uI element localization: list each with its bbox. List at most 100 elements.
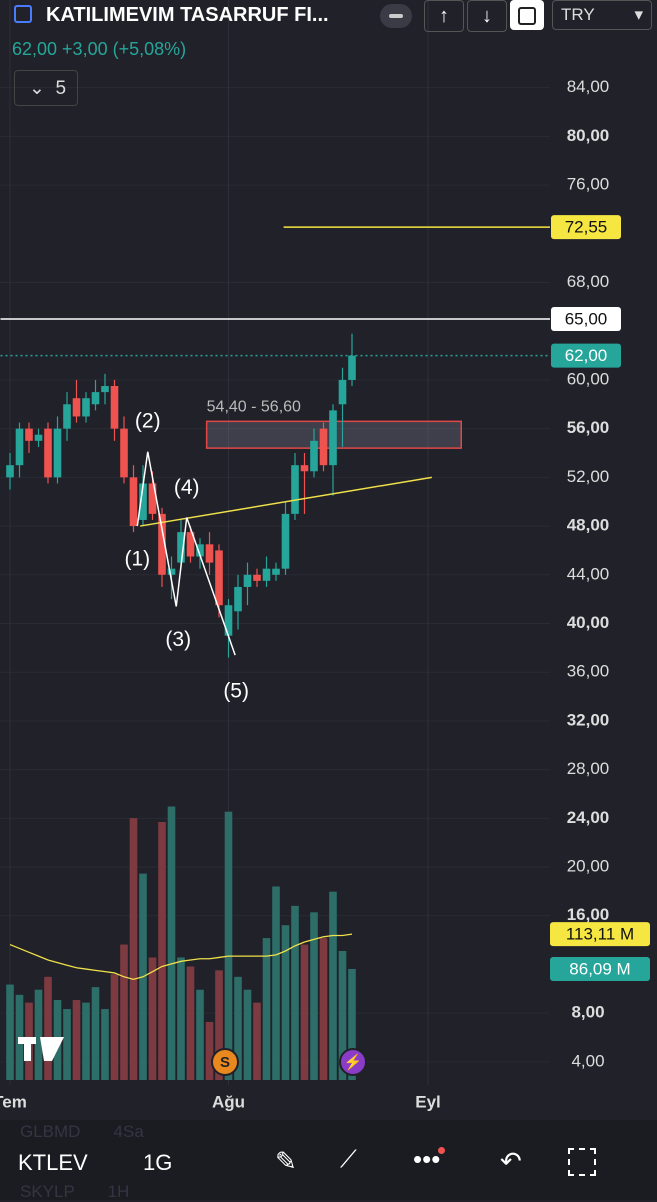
indicator-toggle[interactable]: ⌄ 5 [14, 70, 78, 106]
notification-dot [438, 1147, 445, 1154]
price-label: 65,00 [565, 310, 608, 329]
y-tick-label: 48,00 [567, 516, 610, 535]
candle-body [148, 483, 157, 514]
candle-body [215, 550, 223, 606]
up-button[interactable]: ↑ [424, 0, 464, 32]
volume-bar [158, 822, 166, 1080]
x-tick-label: Tem [0, 1092, 27, 1111]
volume-label: 86,09 M [569, 959, 630, 978]
y-tick-label: 76,00 [567, 175, 610, 194]
y-tick-label: 52,00 [567, 467, 610, 486]
currency-select[interactable]: TRY ▾ [552, 0, 652, 30]
volume-bar [129, 818, 138, 1080]
ghost-interval: 1H [107, 1182, 130, 1201]
y-tick-label: 32,00 [567, 710, 610, 729]
candle-body [158, 513, 166, 575]
y-tick-label: 84,00 [567, 77, 610, 96]
y-tick-label: 80,00 [567, 126, 610, 145]
draw-icon[interactable]: ✎ [275, 1146, 297, 1176]
fullscreen-icon[interactable] [568, 1148, 596, 1176]
volume-bar [82, 1002, 90, 1080]
dividend-badge [211, 1048, 239, 1076]
y-tick-label: 60,00 [567, 369, 610, 388]
ghost-symbol: SKYLP [20, 1182, 75, 1201]
volume-bar [101, 1009, 109, 1080]
trend-line [140, 476, 432, 527]
symbol-name[interactable]: KATILIMEVIM TASARRUF FI... [46, 4, 329, 26]
candle-body [15, 428, 24, 466]
candle-body [101, 386, 109, 393]
volume-bar [167, 806, 176, 1080]
event-badge [339, 1048, 367, 1076]
price-label: 72,55 [565, 218, 608, 237]
candle-body [6, 465, 14, 478]
toolbar-symbol[interactable]: KTLEV [18, 1150, 88, 1175]
candle-body [348, 355, 356, 380]
wave-label: (4) [174, 476, 200, 499]
price-label-box [551, 215, 621, 240]
volume-bar [338, 951, 347, 1080]
y-tick-label: 24,00 [567, 808, 610, 827]
y-tick-label: 36,00 [567, 662, 610, 681]
volume-bar [110, 974, 119, 1080]
volume-bar [196, 989, 204, 1080]
candle-body [120, 428, 128, 478]
volume-bar [319, 938, 328, 1080]
candle-body [34, 434, 43, 441]
candle-body [319, 428, 328, 466]
volume-bar [329, 891, 337, 1080]
tv-logo-mark [40, 1037, 64, 1061]
volume-bar [224, 811, 233, 1080]
volume-bar [72, 1000, 81, 1080]
badge-icon: S [220, 1054, 230, 1071]
y-tick-label: 16,00 [567, 905, 610, 924]
candle-body [53, 428, 62, 478]
candle-body [139, 483, 147, 520]
candle-body [129, 477, 138, 527]
volume-bar [44, 976, 52, 1080]
volume-bar [281, 925, 290, 1080]
candle-body [72, 398, 81, 417]
price-label: 62,00 [565, 346, 608, 365]
y-tick-label: 28,00 [567, 759, 610, 778]
volume-label: 113,11 M [566, 925, 634, 944]
candle-body [91, 392, 100, 405]
compare-button[interactable] [510, 0, 544, 30]
candle-body [243, 574, 252, 587]
indicator-count: 5 [55, 78, 67, 99]
y-tick-label: 68,00 [567, 272, 610, 291]
candle-body [272, 568, 280, 575]
volume-bar [215, 970, 223, 1080]
toolbar-interval[interactable]: 1G [143, 1150, 173, 1175]
badge-icon: ⚡ [344, 1053, 363, 1071]
wave-label: (2) [135, 409, 161, 432]
ghost-row: SKYLP 1H [20, 1182, 129, 1202]
candle-body [234, 586, 242, 612]
y-tick-label: 4,00 [571, 1051, 604, 1070]
price-label-box [551, 343, 621, 368]
price-label-box [551, 307, 621, 332]
more-icon[interactable]: ••• [413, 1144, 441, 1174]
volume-bar [177, 957, 185, 1080]
volume-bar [291, 905, 299, 1080]
zone-label: 54,40 - 56,60 [207, 399, 301, 416]
candle-body [186, 532, 195, 557]
volume-bar [63, 1009, 71, 1080]
tv-logo-mark [24, 1037, 31, 1061]
volume-bar [234, 976, 242, 1080]
down-button[interactable]: ↓ [467, 0, 507, 32]
candle-body [196, 544, 204, 557]
volume-bar [262, 938, 271, 1080]
undo-icon[interactable]: ↶ [500, 1146, 522, 1176]
candle-body [25, 428, 33, 441]
y-tick-label: 56,00 [567, 418, 610, 437]
y-tick-label: 8,00 [571, 1003, 604, 1022]
minimize-button[interactable] [380, 4, 412, 28]
candle-body [44, 428, 52, 478]
candle-body [262, 568, 271, 581]
y-tick-label: 20,00 [567, 857, 610, 876]
volume-bar [253, 1002, 261, 1080]
tools-icon[interactable]: ⟋ [340, 1146, 357, 1173]
volume-bar [310, 912, 318, 1080]
